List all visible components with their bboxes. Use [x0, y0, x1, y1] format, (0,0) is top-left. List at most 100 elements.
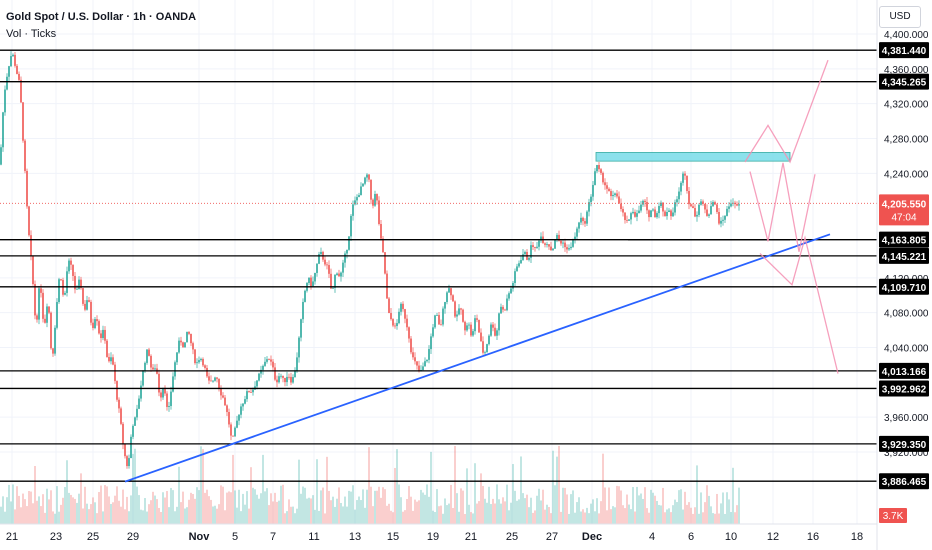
- volume-bar: [258, 498, 260, 524]
- volume-bar: [80, 473, 82, 524]
- candle-body: [406, 318, 408, 328]
- horizontal-levels[interactable]: [0, 49, 877, 482]
- volume-bar: [570, 494, 572, 524]
- volume-bar: [306, 498, 308, 524]
- volume-bar: [662, 487, 664, 524]
- resistance-zone: [595, 152, 791, 162]
- x-tick-label: 10: [725, 531, 737, 543]
- candle-body: [736, 204, 738, 206]
- volume-bar: [190, 492, 192, 524]
- candle-body: [556, 234, 558, 240]
- volume-bar: [282, 484, 284, 524]
- candle-body: [244, 399, 246, 404]
- candle-body: [348, 236, 350, 250]
- volume-bar: [380, 497, 382, 524]
- y-tick-label: 4,400.000: [884, 30, 929, 41]
- candle-body: [528, 257, 530, 260]
- volume-bar: [458, 511, 460, 524]
- candle-body: [232, 435, 234, 437]
- candle-body: [54, 327, 56, 354]
- candle-body: [24, 140, 26, 171]
- volume-bar: [358, 496, 360, 524]
- candle-body: [718, 211, 720, 224]
- volume-bar: [292, 506, 294, 524]
- candle-body: [592, 184, 594, 197]
- candle-body: [78, 279, 80, 289]
- volume-bar: [40, 506, 42, 524]
- volume-bar: [388, 503, 390, 524]
- volume-bar: [472, 513, 474, 524]
- candle-body: [604, 182, 606, 186]
- volume-bar: [492, 498, 494, 524]
- candle-body: [504, 309, 506, 311]
- volume-bar: [710, 506, 712, 524]
- volume-bar: [562, 487, 564, 524]
- volume-bar: [310, 498, 312, 524]
- candle-body: [476, 318, 478, 320]
- volume-bar: [440, 505, 442, 524]
- candle-body: [394, 325, 396, 327]
- volume-bar: [100, 485, 102, 524]
- volume-bar: [298, 459, 300, 524]
- volume-bar: [142, 510, 144, 524]
- level-price-label: 4,163.805: [882, 236, 927, 247]
- candle-body: [342, 262, 344, 273]
- volume-bar: [624, 508, 626, 524]
- level-price-tag: [879, 278, 929, 295]
- candle-body: [640, 204, 642, 211]
- candle-body: [94, 319, 96, 329]
- candle-body: [704, 203, 706, 210]
- volume-bar: [642, 498, 644, 524]
- volume-bar: [520, 456, 522, 524]
- candle-body: [300, 319, 302, 338]
- candle-body: [694, 208, 696, 217]
- candle-body: [166, 393, 168, 407]
- candle-body: [402, 303, 404, 310]
- level-price-label: 4,345.265: [882, 78, 927, 89]
- candle-body: [226, 405, 228, 413]
- volume-bar: [320, 490, 322, 524]
- volume-bar: [604, 487, 606, 524]
- candle-body: [432, 327, 434, 337]
- x-tick-label: 23: [50, 531, 62, 543]
- volume-bar: [430, 451, 432, 524]
- volume-bar: [146, 511, 148, 524]
- volume-bar: [684, 491, 686, 524]
- drawings[interactable]: [124, 59, 839, 483]
- candle-body: [330, 273, 332, 289]
- volume-bar: [602, 453, 604, 524]
- volume-bar: [256, 494, 258, 524]
- candle-body: [184, 342, 186, 348]
- candle-body: [562, 242, 564, 244]
- volume-bar: [4, 511, 6, 524]
- volume-bar: [366, 489, 368, 524]
- candle-body: [90, 301, 92, 323]
- volume-bar: [160, 511, 162, 524]
- candle-body: [568, 248, 570, 250]
- volume-bar: [736, 505, 738, 524]
- x-tick-label: 16: [807, 531, 819, 543]
- candle-body: [440, 324, 442, 326]
- time-axis[interactable]: 21 23 25 29 Nov 5 7 11 13 15 19 21 25 27 Dec 4 6 10 12 16 18: [6, 531, 863, 543]
- x-tick-label: Dec: [582, 531, 602, 543]
- currency-button[interactable]: USD: [879, 6, 921, 28]
- volume-bar: [216, 508, 218, 524]
- candle-body: [96, 319, 98, 322]
- volume-bar: [500, 503, 502, 524]
- volume-bar: [348, 490, 350, 524]
- volume-bar: [418, 500, 420, 524]
- volume-bar: [696, 465, 698, 524]
- candle-body: [414, 357, 416, 362]
- volume-bar: [574, 512, 576, 524]
- volume-bar: [538, 488, 540, 524]
- volume-bar: [424, 494, 426, 524]
- volume-bar: [228, 491, 230, 524]
- volume-bar: [654, 495, 656, 524]
- volume-bar: [222, 486, 224, 524]
- candle-body: [554, 239, 556, 249]
- candle-body: [138, 398, 140, 409]
- volume-bar: [568, 513, 570, 524]
- volume-bar: [594, 511, 596, 524]
- volume-bar: [658, 504, 660, 524]
